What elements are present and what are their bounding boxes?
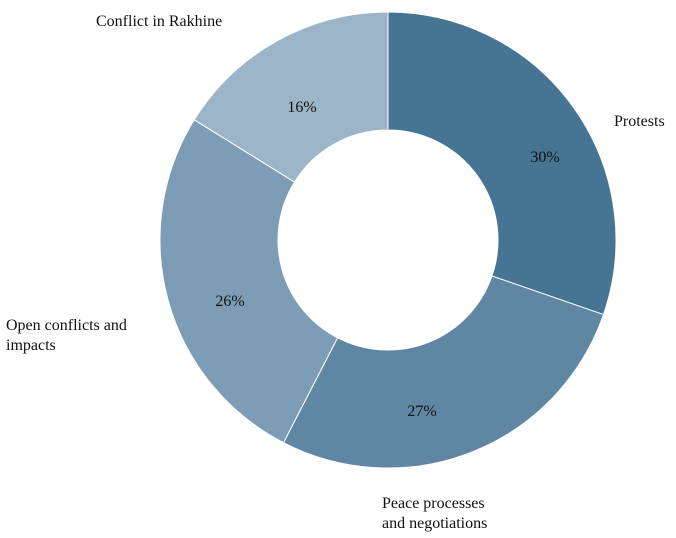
category-label-line: Peace processes bbox=[382, 495, 485, 512]
slice-conflict-rakhine bbox=[193, 11, 389, 183]
category-label-line: and negotiations bbox=[382, 515, 488, 532]
percent-label-peace-processes: 27% bbox=[407, 403, 436, 420]
donut-slices bbox=[159, 11, 617, 469]
category-label-protests: Protests bbox=[614, 112, 665, 132]
percent-labels: 30% 27% 26% 16% bbox=[215, 99, 559, 420]
slice-protests bbox=[387, 11, 617, 316]
percent-label-conflict-rakhine: 16% bbox=[287, 99, 316, 116]
slice-open-conflicts bbox=[159, 119, 339, 444]
category-label-peace-processes: Peace processes and negotiations bbox=[382, 494, 487, 534]
category-label-line: Open conflicts and bbox=[6, 317, 127, 334]
slice-peace-processes bbox=[282, 275, 605, 469]
category-label-line: impacts bbox=[6, 337, 56, 354]
category-label-conflict-rakhine: Conflict in Rakhine bbox=[96, 12, 222, 32]
category-label-line: Protests bbox=[614, 113, 665, 130]
category-label-line: Conflict in Rakhine bbox=[96, 13, 223, 30]
percent-label-protests: 30% bbox=[530, 149, 559, 166]
category-label-open-conflicts: Open conflicts and impacts bbox=[6, 316, 127, 356]
percent-label-open-conflicts: 26% bbox=[215, 293, 244, 310]
